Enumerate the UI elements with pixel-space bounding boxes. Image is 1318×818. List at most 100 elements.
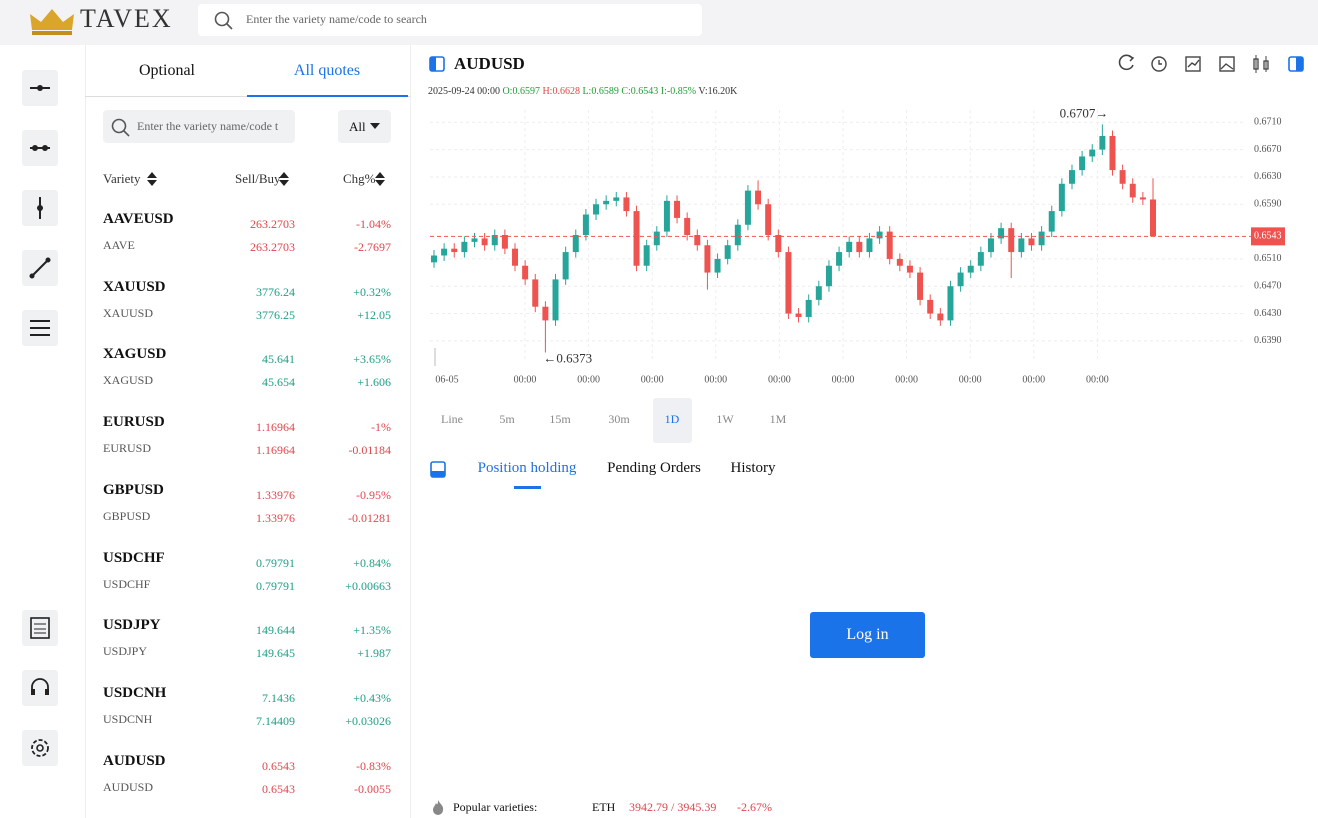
tab-underline [247,95,408,97]
candle-body [1089,149,1096,157]
indicator-icon[interactable] [1185,56,1201,72]
settings-button[interactable] [22,730,58,766]
tool-trend[interactable] [22,250,58,286]
screenshot-icon[interactable] [1219,56,1235,72]
x-tick-label: 00:00 [895,374,918,385]
tool-horizontal[interactable] [22,70,58,106]
quote-search[interactable]: Enter the variety name/code t [103,110,295,143]
quote-symbol[interactable]: AAVEUSD [103,211,174,227]
fire-icon [433,800,444,815]
candle-body [653,231,660,246]
quote-symbol[interactable]: XAGUSD [103,346,167,363]
timeframe-active-bg [653,398,692,443]
quote-sell: 0.6543 [262,758,295,773]
quote-symbol[interactable]: XAUUSD [103,278,166,295]
sidebar [0,45,86,818]
y-tick-label: 0.6590 [1254,199,1282,210]
timeframe-button[interactable]: 15m [549,412,571,426]
search-placeholder: Enter the variety name/code t [137,119,279,133]
timeframe-button[interactable]: 1W [716,412,734,426]
sort-icon[interactable] [279,172,289,186]
column-header[interactable]: Sell/Buy [235,171,281,186]
candle-body [1139,197,1146,200]
brand: TAVEX [80,4,173,33]
timeframe-button[interactable]: Line [441,412,463,426]
quote-symbol[interactable]: EURUSD [103,414,165,431]
quote-symbol[interactable]: AUDUSD [103,752,166,769]
candle-body [805,299,812,317]
candle-body [593,204,600,215]
quote-chg: +1.987 [357,646,391,661]
news-button[interactable] [22,610,58,646]
orders-icon [430,461,446,478]
ohlc-info: 2025-09-24 00:00 O:0.6597 H:0.6628 L:0.6… [428,86,737,97]
quote-name: XAUUSD [103,305,154,320]
timeframe-button[interactable]: 30m [608,412,630,426]
date: 2025-09-24 00:00 [428,86,500,97]
candle-body [674,200,681,218]
candle-body [461,241,468,253]
quote-name: EURUSD [103,441,152,456]
column-header[interactable]: Chg% [343,171,376,186]
time-icon[interactable] [1151,56,1167,72]
quote-symbol[interactable]: USDCNH [103,684,167,701]
candle-body [846,241,853,253]
quote-sell: 0.79791 [256,555,295,570]
quote-buy: 45.654 [262,375,295,390]
column-header[interactable]: Variety [103,171,141,186]
candle-body [785,252,792,314]
footer-price: 3942.79 / 3945.39 [629,800,717,814]
quote-chg: +0.03026 [345,713,391,728]
open: O:0.6597 [502,86,540,97]
quote-symbol[interactable]: GBPUSD [103,481,164,498]
candle-body [572,235,579,253]
quote-name: XAGUSD [103,373,154,388]
orders-tab[interactable]: Position holding [477,460,577,476]
candle-body [532,279,539,307]
footer-label: Popular varieties: [453,800,538,814]
login-button[interactable]: Log in [810,612,925,658]
x-tick-label: 00:00 [832,374,855,385]
candle-body [744,190,751,225]
y-tick-label: 0.6390 [1254,335,1282,346]
orders-tab[interactable]: History [730,460,776,476]
quote-tab[interactable]: All quotes [293,62,361,79]
candle-body [1038,231,1045,246]
quote-tab[interactable]: Optional [139,62,195,79]
panel-toggle-icon[interactable] [1288,56,1304,72]
tool-vertical[interactable] [22,190,58,226]
timeframe-button[interactable]: 5m [499,412,515,426]
candle-body [1018,238,1025,253]
orders-tab[interactable]: Pending Orders [607,460,701,476]
x-tick-label: 00:00 [1086,374,1109,385]
candle-body [765,204,772,235]
tool-ray[interactable] [22,130,58,166]
candle-body [663,200,670,232]
tool-lines[interactable] [22,310,58,346]
quote-sell: 1.16964 [256,420,295,435]
search-icon [214,11,233,30]
timeframe-button[interactable]: 1M [769,412,787,426]
candle-body [815,286,822,300]
filter-dropdown[interactable]: All [338,110,391,143]
candle-body [896,258,903,266]
refresh-icon[interactable] [1118,54,1135,71]
support-button[interactable] [22,670,58,706]
quote-symbol[interactable]: USDCHF [103,549,165,566]
candle-icon[interactable] [1253,55,1269,73]
sort-icon[interactable] [375,172,385,186]
quote-symbol[interactable]: USDJPY [103,617,161,634]
search-box[interactable]: Enter the variety name/code to search [198,4,702,36]
quote-sell: 45.641 [262,352,295,367]
quote-buy: 3776.25 [256,307,295,322]
sort-icon[interactable] [147,172,157,186]
candle-body [522,265,529,280]
candle-body [876,231,883,239]
quote-chg: +0.00663 [345,578,391,593]
quote-sell: 3776.24 [256,284,295,299]
y-tick-label: 0.6670 [1254,144,1282,155]
candle-body [451,248,458,253]
quote-name: GBPUSD [103,508,151,523]
timeframe-button[interactable]: 1D [664,412,680,426]
